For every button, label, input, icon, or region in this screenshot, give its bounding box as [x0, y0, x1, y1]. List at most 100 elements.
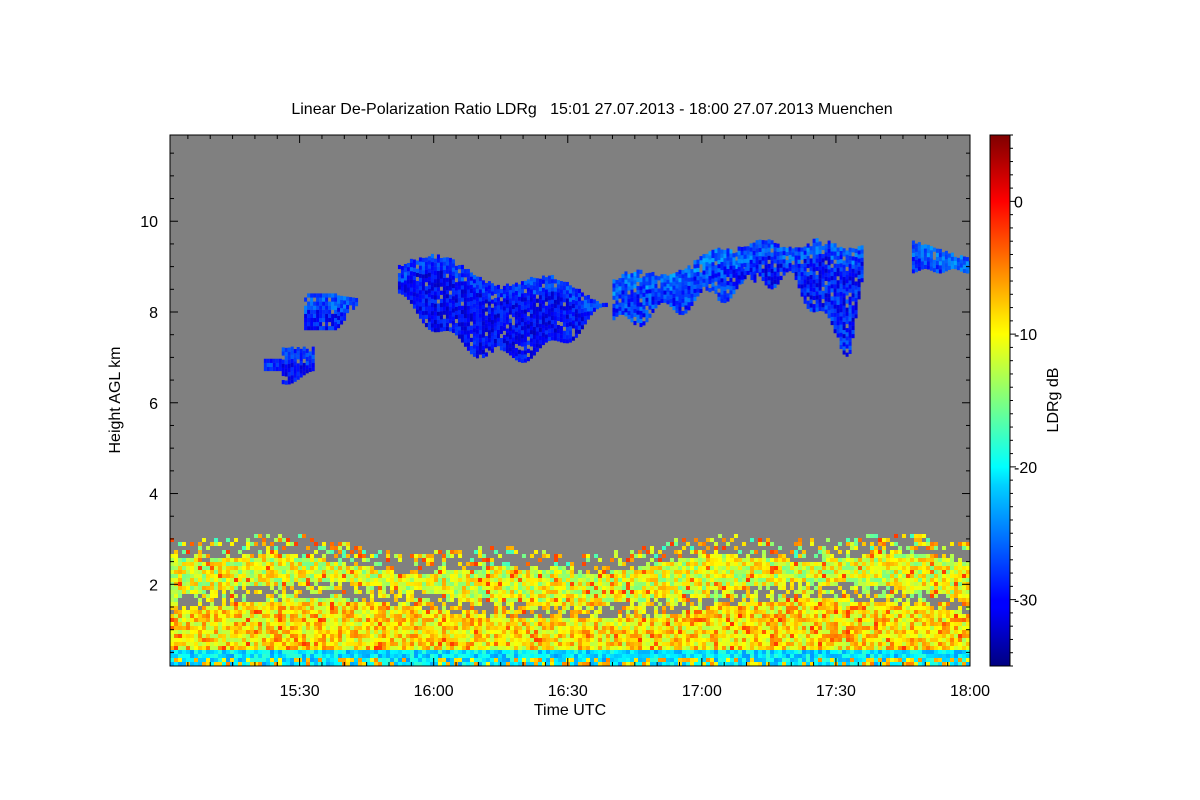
- ldr-cell-4884: [926, 658, 930, 662]
- ldr-cell-39: [174, 618, 178, 622]
- ldr-cell-1808: [450, 638, 454, 642]
- ldr-cell-1095: [330, 570, 334, 574]
- ldr-cell-1970: [474, 550, 478, 554]
- ldr-cell-4055: [806, 662, 810, 666]
- ldr-cell-3007: [646, 562, 650, 566]
- ldr-cell-2756: [606, 618, 610, 622]
- ldr-cell-4366: [850, 570, 854, 574]
- ldr-cell-121: [186, 610, 190, 614]
- ldr-cell-2113: [498, 590, 502, 594]
- ldr-cell-2345: [538, 646, 542, 650]
- ldr-cell-1779: [446, 658, 450, 662]
- ldr-cell-4177: [822, 582, 826, 586]
- ldr-cell-856: [294, 574, 298, 578]
- ldr-cell-4132: [818, 658, 822, 662]
- ldr-cell-64: [178, 634, 182, 638]
- ldr-cell-2359: [538, 582, 542, 586]
- ldr-cell-1940: [470, 582, 474, 586]
- ldr-cell-4512: [874, 650, 878, 654]
- ldr-cell-4337: [846, 574, 850, 578]
- ldr-cell-3781: [762, 574, 766, 578]
- ldr-cell-981: [314, 614, 318, 618]
- ldr-cell-2563: [574, 646, 578, 650]
- ldr-cell-1521: [402, 654, 406, 658]
- ldr-cell-167: [194, 622, 198, 626]
- ldr-cell-2808: [614, 554, 618, 558]
- ldr-cell-2459: [554, 562, 558, 566]
- ldr-cell-4239: [830, 558, 834, 562]
- ldr-cell-3145: [670, 622, 674, 626]
- ldr-cell-3011: [650, 654, 654, 658]
- ldr-cell-2393: [546, 642, 550, 646]
- ldr-cell-3080: [658, 566, 662, 570]
- ldr-cell-1217: [350, 618, 354, 622]
- ldr-cell-4651: [890, 542, 894, 546]
- ldr-cell-982: [314, 610, 318, 614]
- ldr-cell-1729: [438, 658, 442, 662]
- ldr-cell-2415: [550, 650, 554, 654]
- ldr-cell-3376: [702, 558, 706, 562]
- ldr-cell-3000: [646, 590, 650, 594]
- ldr-cell-1185: [346, 650, 350, 654]
- ldr-cell-289: [210, 562, 214, 566]
- ldr-cell-1386: [378, 630, 382, 634]
- ldr-cell-4314: [842, 570, 846, 574]
- ldr-cell-2099: [498, 646, 502, 650]
- ldr-cell-3959: [790, 614, 794, 618]
- ldr-cell-1864: [458, 594, 462, 598]
- ldr-cell-879: [298, 598, 302, 602]
- ldr-cell-3612: [738, 630, 742, 634]
- ldr-cell-3971: [790, 550, 794, 554]
- ldr-cell-4313: [842, 574, 846, 578]
- ldr-cell-3775: [762, 614, 766, 618]
- ldr-cell-1944: [470, 562, 474, 566]
- ldr-cell-825: [290, 594, 294, 598]
- ldr-cell-662: [266, 546, 270, 550]
- ldr-cell-528: [246, 546, 250, 550]
- ldr-cell-919: [306, 646, 310, 650]
- ldr-cell-3417: [710, 626, 714, 630]
- ldr-cell-930: [306, 602, 310, 606]
- ldr-cell-4813: [914, 578, 918, 582]
- ldr-cell-4788: [910, 562, 914, 566]
- ldr-cell-472: [238, 562, 242, 566]
- ldr-cell-917: [306, 654, 310, 658]
- ldr-cell-4081: [810, 662, 814, 666]
- ldr-cell-4219: [830, 646, 834, 650]
- ldr-cell-345: [222, 654, 226, 658]
- ldr-cell-3990: [794, 590, 798, 594]
- ldr-cell-4234: [830, 578, 834, 582]
- ldr-cell-4867: [922, 614, 926, 618]
- ldr-cell-3834: [770, 590, 774, 594]
- ldr-cell-2775: [610, 626, 614, 630]
- ldr-cell-1493: [394, 574, 398, 578]
- ldr-cell-933: [306, 582, 310, 586]
- ldr-cell-1083: [330, 622, 334, 626]
- ldr-cell-3746: [758, 626, 762, 630]
- ldr-cell-886: [298, 562, 302, 566]
- ldr-cell-483: [242, 630, 246, 634]
- ldr-cell-2730: [602, 634, 606, 638]
- ldr-cell-1422: [382, 582, 386, 586]
- ldr-cell-759: [282, 626, 286, 630]
- ldr-cell-677: [270, 610, 274, 614]
- ldr-cell-4141: [818, 622, 822, 626]
- ldr-cell-4562: [878, 554, 882, 558]
- ldr-cell-1060: [326, 618, 330, 622]
- ldr-cell-1094: [330, 574, 334, 578]
- ldr-cell-4197: [826, 622, 830, 626]
- ldr-cell-2898: [630, 586, 634, 590]
- ldr-cell-4282: [838, 602, 842, 606]
- ldr-cell-1544: [406, 646, 410, 650]
- ldr-cell-346: [222, 650, 226, 654]
- ldr-cell-736: [278, 606, 282, 610]
- ldr-cell-559: [254, 650, 258, 654]
- ldr-cell-626: [262, 578, 266, 582]
- ldr-cell-4803: [914, 626, 918, 630]
- ldr-cell-4019: [798, 578, 802, 582]
- ldr-cell-4403: [858, 650, 862, 654]
- ldr-cell-3809: [766, 574, 770, 578]
- ldr-cell-3726: [754, 598, 758, 602]
- ldr-cell-2578: [574, 586, 578, 590]
- ldr-cell-105: [182, 558, 186, 562]
